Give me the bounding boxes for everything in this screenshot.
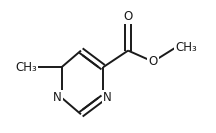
Text: N: N	[103, 91, 112, 104]
Text: O: O	[148, 55, 158, 68]
Text: N: N	[53, 91, 62, 104]
Text: CH₃: CH₃	[15, 61, 37, 74]
Text: O: O	[124, 10, 133, 23]
Text: CH₃: CH₃	[175, 41, 197, 54]
